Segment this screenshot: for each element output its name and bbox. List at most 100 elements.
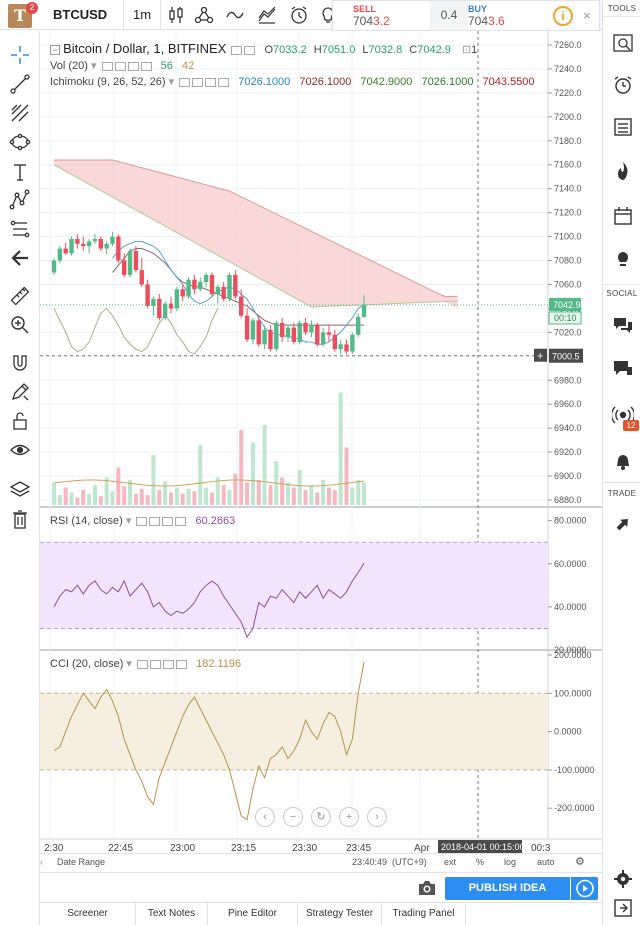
info-icon[interactable]: i bbox=[553, 6, 573, 26]
ruler-icon[interactable] bbox=[9, 285, 31, 307]
templates-icon[interactable] bbox=[256, 4, 278, 26]
log-scale-toggle[interactable]: log bbox=[504, 857, 517, 867]
trading-panel-icon[interactable] bbox=[612, 514, 634, 536]
price-tick-label: 7100.0 bbox=[554, 232, 582, 242]
tab-strategy-tester[interactable]: Strategy Tester bbox=[298, 903, 382, 925]
publish-video-button[interactable] bbox=[570, 877, 598, 900]
collapse-panel-icon[interactable] bbox=[612, 897, 634, 919]
volume-menu-icon[interactable]: ▾ bbox=[90, 60, 97, 72]
zoom-in-icon[interactable] bbox=[9, 314, 31, 336]
volume-bar bbox=[116, 467, 121, 505]
candle-body bbox=[162, 303, 168, 318]
rsi-eye-icon[interactable] bbox=[136, 516, 148, 526]
watchlist-search-icon[interactable] bbox=[612, 32, 634, 54]
candle-body bbox=[315, 325, 320, 345]
ichimoku-settings-icon[interactable] bbox=[192, 77, 204, 87]
text-tool-icon[interactable] bbox=[9, 161, 31, 183]
pitchfork-icon[interactable] bbox=[9, 102, 31, 124]
collapse-legend-icon[interactable]: − bbox=[50, 45, 60, 55]
layers-icon[interactable] bbox=[9, 479, 31, 501]
chart-container[interactable]: 7260.0 7240.0 7220.0 7200.0 7180.0 7160.0 7140… bbox=[40, 31, 602, 873]
magnet-icon[interactable] bbox=[9, 352, 31, 374]
candle-body bbox=[133, 250, 139, 271]
sell-button[interactable]: SELL 7043.2 bbox=[353, 4, 390, 28]
candle-body bbox=[274, 322, 279, 350]
volume-settings-icon[interactable] bbox=[114, 61, 126, 71]
chart-settings-gear-icon[interactable]: ⚙ bbox=[575, 856, 585, 868]
volume-eye-icon[interactable] bbox=[101, 61, 113, 71]
zoom-out-icon[interactable]: − bbox=[283, 807, 303, 827]
back-arrow-icon[interactable] bbox=[9, 247, 31, 269]
legend-eye-icon[interactable] bbox=[231, 45, 243, 55]
camera-snapshot-icon[interactable] bbox=[418, 880, 436, 896]
extended-hours-toggle[interactable]: ext bbox=[444, 857, 457, 867]
rsi-settings-icon[interactable] bbox=[149, 516, 161, 526]
percent-scale-toggle[interactable]: % bbox=[476, 857, 485, 867]
private-chats-icon[interactable] bbox=[612, 357, 634, 379]
legend-settings-icon[interactable] bbox=[244, 45, 256, 55]
tab-trading-panel[interactable]: Trading Panel bbox=[382, 903, 466, 925]
buy-button[interactable]: BUY 7043.6 bbox=[468, 4, 505, 28]
timezone-button[interactable]: (UTC+9) bbox=[392, 857, 427, 867]
pattern-icon[interactable] bbox=[9, 189, 31, 211]
calendar-icon[interactable] bbox=[612, 205, 634, 227]
crosshair-icon[interactable] bbox=[9, 44, 31, 66]
tab-pine-editor[interactable]: Pine Editor bbox=[208, 903, 298, 925]
settings-gear-icon[interactable] bbox=[612, 868, 634, 890]
interval-selector[interactable]: 1m bbox=[133, 7, 152, 22]
scroll-back-icon[interactable]: ‹ bbox=[40, 857, 43, 867]
candle-body bbox=[268, 329, 273, 350]
notifications-bell-icon[interactable] bbox=[612, 450, 634, 472]
tab-text-notes[interactable]: Text Notes bbox=[136, 903, 208, 925]
rsi-add-icon[interactable] bbox=[162, 516, 174, 526]
cci-menu-icon[interactable]: ▾ bbox=[126, 658, 132, 670]
trend-line-icon[interactable] bbox=[9, 73, 31, 95]
zoom-in-chart-icon[interactable]: + bbox=[339, 807, 359, 827]
eye-icon[interactable] bbox=[9, 439, 31, 461]
volume-add-icon[interactable] bbox=[127, 61, 139, 71]
reset-chart-icon[interactable]: ↻ bbox=[311, 807, 331, 827]
close-icon[interactable]: × bbox=[583, 8, 591, 23]
chats-icon[interactable] bbox=[612, 314, 634, 336]
ichimoku-lagging-value: 7042.9000 bbox=[360, 76, 413, 88]
ellipse-shape-icon[interactable] bbox=[9, 131, 31, 153]
ideas-bulb-panel-icon[interactable] bbox=[612, 248, 634, 270]
candle-body bbox=[186, 279, 191, 297]
cci-add-icon[interactable] bbox=[163, 659, 175, 669]
auto-scale-toggle[interactable]: auto bbox=[537, 857, 555, 867]
hotlists-flame-icon[interactable] bbox=[612, 160, 634, 182]
cci-eye-icon[interactable] bbox=[137, 659, 149, 669]
volume-remove-icon[interactable] bbox=[140, 61, 152, 71]
ideas-bulb-icon[interactable] bbox=[317, 4, 339, 26]
tab-screener[interactable]: Screener bbox=[40, 903, 136, 925]
scroll-right-icon[interactable]: › bbox=[367, 807, 387, 827]
ichimoku-remove-icon[interactable] bbox=[218, 77, 230, 87]
stay-drawing-pencil-icon[interactable] bbox=[9, 381, 31, 403]
lock-icon[interactable] bbox=[9, 410, 31, 432]
ichimoku-menu-icon[interactable]: ▾ bbox=[168, 76, 175, 88]
price-tick-label: 7140.0 bbox=[554, 184, 582, 194]
trash-icon[interactable] bbox=[9, 508, 31, 530]
play-icon bbox=[576, 879, 594, 898]
indicators-icon[interactable] bbox=[224, 4, 246, 26]
notification-badge[interactable]: 2 bbox=[26, 2, 38, 14]
ichimoku-add-icon[interactable] bbox=[205, 77, 217, 87]
publish-idea-button[interactable]: PUBLISH IDEA bbox=[445, 877, 570, 900]
rsi-menu-icon[interactable]: ▾ bbox=[125, 515, 132, 527]
cci-settings-icon[interactable] bbox=[150, 659, 162, 669]
compare-symbol-icon[interactable] bbox=[193, 4, 215, 26]
alarm-clock-icon[interactable] bbox=[612, 74, 634, 96]
crosshair-price-label: 7000.5 bbox=[552, 352, 580, 362]
candle-body bbox=[151, 298, 156, 307]
rsi-remove-icon[interactable] bbox=[175, 516, 187, 526]
ichimoku-eye-icon[interactable] bbox=[179, 77, 191, 87]
date-range-button[interactable]: Date Range bbox=[57, 857, 106, 867]
alert-icon[interactable] bbox=[288, 4, 310, 26]
scroll-left-icon[interactable]: ‹ bbox=[255, 807, 275, 827]
candles-chart-type-icon[interactable] bbox=[165, 4, 187, 26]
prediction-tool-icon[interactable] bbox=[9, 218, 31, 240]
symbol-search[interactable]: BTCUSD bbox=[53, 7, 108, 22]
cci-remove-icon[interactable] bbox=[176, 659, 188, 669]
data-window-icon[interactable] bbox=[612, 116, 634, 138]
chart-canvas[interactable]: 7260.0 7240.0 7220.0 7200.0 7180.0 7160.0 7140… bbox=[40, 31, 602, 853]
